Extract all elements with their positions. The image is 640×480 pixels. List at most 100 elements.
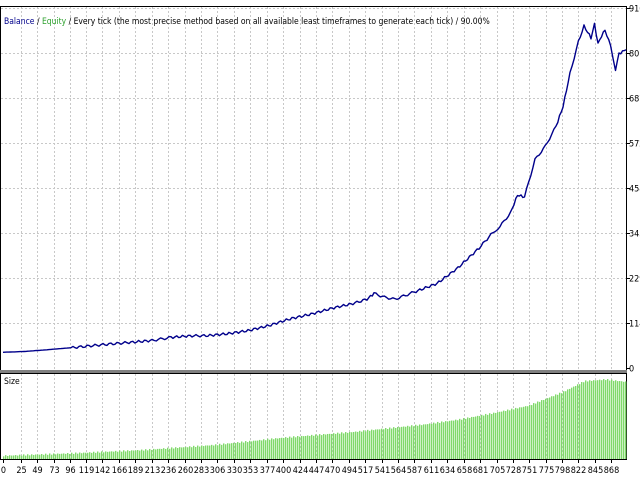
- balance-line: [2, 22, 627, 353]
- volume-bar: [173, 448, 175, 459]
- volume-bar: [175, 447, 177, 459]
- volume-bar: [31, 454, 33, 459]
- volume-bar: [463, 418, 465, 459]
- x-tick-label: 119: [79, 466, 94, 476]
- volume-bar: [399, 427, 401, 459]
- volume-bar: [573, 386, 575, 459]
- volume-bar: [13, 455, 15, 459]
- volume-bar: [269, 439, 271, 459]
- x-tick-label: 353: [243, 466, 258, 476]
- volume-bar: [405, 426, 407, 459]
- volume-bar: [381, 428, 383, 459]
- volume-bar: [29, 455, 31, 459]
- volume-bar: [335, 433, 337, 459]
- volume-bar: [453, 420, 455, 459]
- x-tick-label: 845: [588, 466, 603, 476]
- volume-bar: [513, 409, 515, 459]
- volume-bar: [491, 413, 493, 459]
- volume-bar: [167, 447, 169, 459]
- volume-bar: [81, 453, 83, 459]
- volume-bar: [299, 436, 301, 459]
- x-axis-labels: 0 25 49 73 96 119 142 166 189 213 236 260 283 306 330 3…: [1, 466, 619, 476]
- volume-bar: [321, 435, 323, 459]
- volume-bar: [323, 433, 325, 459]
- volume-bar: [411, 425, 413, 459]
- volume-bar: [555, 394, 557, 459]
- volume-bar: [237, 442, 239, 459]
- volume-bar: [601, 380, 603, 459]
- volume-bar: [159, 448, 161, 459]
- volume-bar: [303, 436, 305, 459]
- volume-bar: [431, 423, 433, 459]
- volume-bar: [297, 436, 299, 459]
- volume-bars: [3, 379, 627, 459]
- volume-bar: [121, 451, 123, 459]
- volume-bar: [393, 427, 395, 459]
- volume-bar: [571, 387, 573, 459]
- x-tick-label: 728: [506, 466, 521, 476]
- volume-bar: [623, 381, 625, 459]
- volume-bar: [605, 380, 607, 459]
- volume-bar: [485, 413, 487, 459]
- volume-bar: [79, 452, 81, 459]
- volume-bar: [621, 381, 623, 459]
- volume-bar: [201, 445, 203, 459]
- volume-bar: [227, 443, 229, 459]
- volume-bar: [557, 394, 559, 459]
- volume-bar: [53, 453, 55, 459]
- volume-bar: [259, 439, 261, 459]
- volume-bar: [475, 416, 477, 459]
- volume-bar: [567, 389, 569, 459]
- volume-bar: [207, 445, 209, 459]
- volume-bar: [625, 381, 627, 459]
- volume-bar: [103, 452, 105, 459]
- volume-bar: [51, 454, 53, 459]
- volume-bar: [565, 391, 567, 459]
- volume-bar: [469, 417, 471, 459]
- volume-bar: [553, 396, 555, 459]
- volume-bar: [253, 440, 255, 459]
- x-tick-label: 260: [178, 466, 193, 476]
- volume-bar: [249, 440, 251, 459]
- volume-bar: [319, 434, 321, 459]
- volume-bar: [73, 453, 75, 459]
- volume-bar: [325, 434, 327, 459]
- volume-bar: [61, 453, 63, 459]
- volume-bar: [593, 380, 595, 459]
- volume-bar: [233, 442, 235, 459]
- volume-bar: [113, 451, 115, 459]
- volume-bar: [21, 455, 23, 459]
- volume-bar: [39, 454, 41, 459]
- volume-bar: [347, 432, 349, 459]
- x-tick-label: 798: [555, 466, 570, 476]
- volume-bar: [231, 443, 233, 459]
- volume-bar: [349, 431, 351, 459]
- volume-bar: [281, 437, 283, 459]
- y-axis-labels: 9161 8017 6872 5727 4581 3436 2291 1145 0: [629, 5, 640, 375]
- volume-bar: [69, 453, 71, 459]
- volume-bar: [7, 455, 9, 459]
- volume-bar: [537, 401, 539, 459]
- volume-bar: [495, 412, 497, 459]
- volume-bar: [401, 426, 403, 459]
- volume-bar: [587, 381, 589, 459]
- volume-bar: [97, 451, 99, 459]
- volume-bar: [141, 449, 143, 459]
- volume-bar: [459, 418, 461, 459]
- volume-bar: [357, 431, 359, 459]
- volume-bar: [499, 411, 501, 459]
- x-tick-label: 541: [375, 466, 390, 476]
- volume-bar: [443, 422, 445, 459]
- volume-bar: [99, 452, 101, 459]
- volume-bar: [501, 411, 503, 459]
- volume-bar: [519, 407, 521, 459]
- volume-bar: [517, 408, 519, 459]
- volume-bar: [549, 397, 551, 459]
- volume-bar: [183, 447, 185, 459]
- volume-bar: [5, 455, 7, 459]
- volume-bar: [451, 420, 453, 459]
- volume-bar: [255, 440, 257, 459]
- x-tick-label: 705: [490, 466, 505, 476]
- volume-bar: [361, 431, 363, 459]
